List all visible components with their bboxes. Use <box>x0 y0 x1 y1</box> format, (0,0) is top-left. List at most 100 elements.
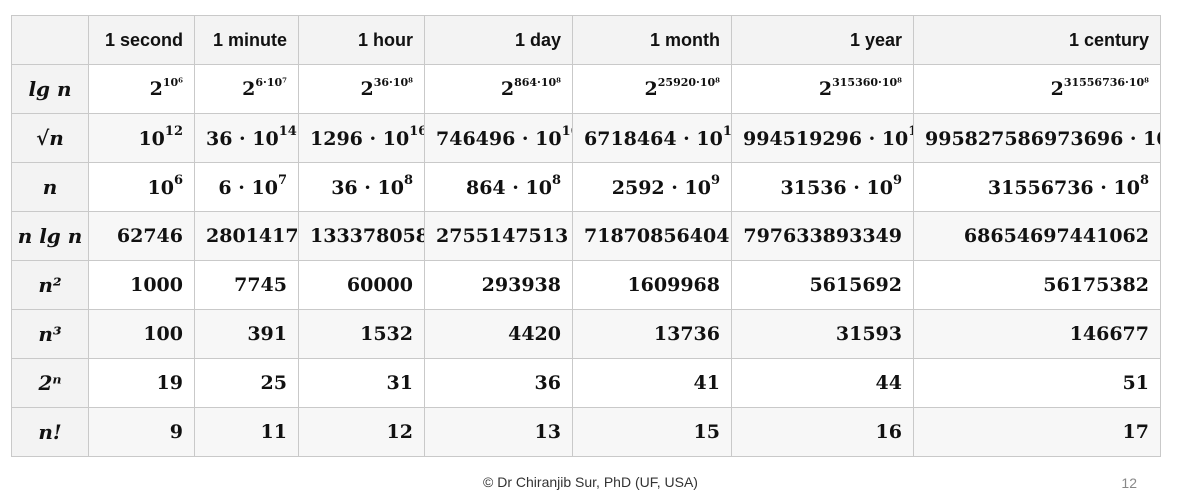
row-label: n! <box>38 420 62 444</box>
header-1-hour: 1 hour <box>298 15 425 65</box>
table-cell: 36 <box>424 358 573 408</box>
table-cell: 71870856404 <box>572 211 732 261</box>
power-exponent: 864·10⁸ <box>514 75 561 89</box>
power-exponent: 16 <box>409 124 423 140</box>
table-row: n² 1000 7745 60000 293938 1609968 5615692 56175… <box>11 260 1161 310</box>
scientific-value: 6 · 107 <box>218 173 287 199</box>
coefficient: 864 · <box>465 176 526 199</box>
table-row: n 106 6 · 107 36 · 108 864 · 108 2592 · 109 31… <box>11 162 1161 212</box>
table-row: lg n 210⁶ 26·10⁷ 236·10⁸ 2864·10⁸ 225920·10⁸ 2… <box>11 64 1161 114</box>
table-cell: 2755147513 <box>424 211 573 261</box>
table-cell: 106 <box>88 162 195 212</box>
power-exponent: 18 <box>722 124 732 140</box>
coefficient: 994519296 · <box>743 127 882 150</box>
table-row: n³ 100 391 1532 4420 13736 31593 146677 <box>11 309 1161 359</box>
table-cell: 56175382 <box>913 260 1161 310</box>
power-exponent: 6 <box>173 173 183 189</box>
table-cell: 6718464 · 1018 <box>572 113 732 163</box>
table-cell: 1000 <box>88 260 195 310</box>
table-cell: 2592 · 109 <box>572 162 732 212</box>
table-cell: 68654697441062 <box>913 211 1161 261</box>
table-cell: 146677 <box>913 309 1161 359</box>
power-exponent: 8 <box>1139 173 1149 189</box>
table-cell: 2801417 <box>194 211 299 261</box>
power-exponent: 12 <box>164 124 183 140</box>
power-base: 10 <box>1143 127 1159 150</box>
row-header: √n <box>11 113 89 163</box>
scientific-value: 36 · 1014 <box>206 124 297 150</box>
table-cell: 2864·10⁸ <box>424 64 573 114</box>
power-base: 10 <box>1113 176 1140 199</box>
header-1-year: 1 year <box>731 15 914 65</box>
table-cell: 994519296 · 1018 <box>731 113 914 163</box>
table-cell: 15 <box>572 407 732 457</box>
power-base: 2 <box>818 78 833 101</box>
table-cell: 210⁶ <box>88 64 195 114</box>
row-header: n lg n <box>11 211 89 261</box>
row-label: n² <box>38 273 62 297</box>
row-header: 2ⁿ <box>11 358 89 408</box>
table-cell: 225920·10⁸ <box>572 64 732 114</box>
table-cell: 9 <box>88 407 195 457</box>
power-exponent: 8 <box>551 173 561 189</box>
row-label: lg n <box>28 77 72 101</box>
coefficient: 36 · <box>331 176 378 199</box>
coefficient: 746496 · <box>436 127 536 150</box>
power-base: 2 <box>1050 78 1064 101</box>
power-base: 2 <box>360 78 374 101</box>
power-base: 10 <box>866 176 893 199</box>
scientific-value: 31536 · 109 <box>780 173 902 199</box>
coefficient: 31536 · <box>780 176 867 199</box>
row-label: √n <box>36 126 64 150</box>
row-label: n³ <box>38 322 62 346</box>
coefficient: 6 · <box>218 176 252 199</box>
row-header: n³ <box>11 309 89 359</box>
power-exponent: 14 <box>278 124 297 140</box>
coefficient: 6718464 · <box>584 127 697 150</box>
table-row: 2ⁿ 19 25 31 36 41 44 51 <box>11 358 1161 408</box>
table-cell: 4420 <box>424 309 573 359</box>
table-cell: 36 · 108 <box>298 162 425 212</box>
corner-header-cell <box>11 15 89 65</box>
row-header: n <box>11 162 89 212</box>
coefficient: 36 · <box>206 127 253 150</box>
page-number: 12 <box>1121 475 1137 491</box>
power-value: 2315360·10⁸ <box>818 75 902 101</box>
power-base: 10 <box>525 176 552 199</box>
power-exponent: 7 <box>277 173 287 189</box>
power-base: 10 <box>138 127 165 150</box>
table-cell: 13 <box>424 407 573 457</box>
growth-rate-table-container: 1 second 1 minute 1 hour 1 day 1 month 1… <box>11 15 1161 457</box>
scientific-value: 36 · 108 <box>331 173 413 199</box>
table-cell: 293938 <box>424 260 573 310</box>
table-cell: 864 · 108 <box>424 162 573 212</box>
footer-credit: © Dr Chiranjib Sur, PhD (UF, USA) <box>483 474 698 490</box>
table-cell: 31536 · 109 <box>731 162 914 212</box>
scientific-value: 2592 · 109 <box>612 173 720 198</box>
table-cell: 7745 <box>194 260 299 310</box>
table-cell: 1609968 <box>572 260 732 310</box>
table-cell: 11 <box>194 407 299 457</box>
power-base: 2 <box>242 78 256 101</box>
power-base: 10 <box>251 176 278 199</box>
header-1-minute: 1 minute <box>194 15 299 65</box>
power-base: 10 <box>252 127 279 150</box>
table-body: lg n 210⁶ 26·10⁷ 236·10⁸ 2864·10⁸ 225920·10⁸ 2… <box>11 64 1161 457</box>
growth-rate-table: 1 second 1 minute 1 hour 1 day 1 month 1… <box>11 15 1161 457</box>
power-base: 10 <box>382 127 410 150</box>
power-exponent: 36·10⁸ <box>373 75 413 89</box>
coefficient: 1296 · <box>310 127 383 150</box>
power-base: 2 <box>644 78 658 101</box>
header-1-century: 1 century <box>913 15 1161 65</box>
power-exponent: 9 <box>710 173 720 189</box>
table-cell: 31556736 · 108 <box>913 162 1161 212</box>
power-exponent: 315360·10⁸ <box>832 75 902 89</box>
table-cell: 236·10⁸ <box>298 64 425 114</box>
power-exponent: 16 <box>561 124 572 140</box>
scientific-value: 864 · 108 <box>465 173 561 199</box>
header-1-day: 1 day <box>424 15 573 65</box>
power-base: 10 <box>147 176 174 199</box>
table-cell: 51 <box>913 358 1161 408</box>
